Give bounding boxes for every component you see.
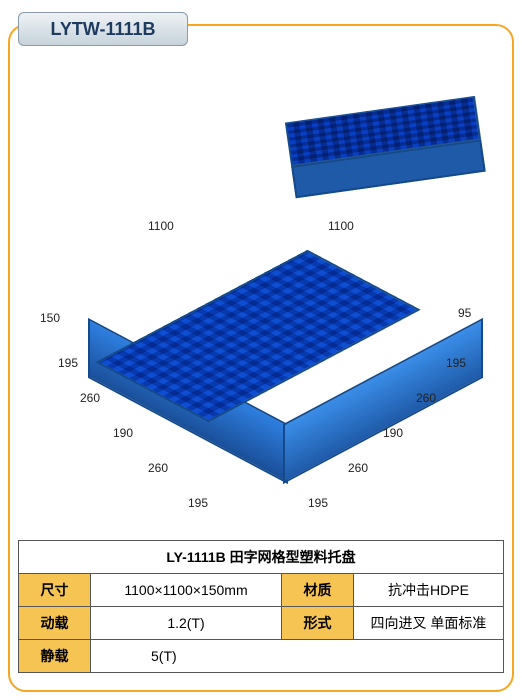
size-value: 1100×1100×150mm [91,574,282,607]
size-label: 尺寸 [19,574,91,607]
dim-seg-l4: 195 [188,496,208,510]
dim-height-inner: 95 [458,306,471,320]
spec-row-3: 静载 5(T) [19,640,504,673]
dim-height-total: 150 [40,311,60,325]
dim-seg-l1: 260 [80,391,100,405]
form-value: 四向进叉 单面标准 [354,607,504,640]
dim-seg-l2: 190 [113,426,133,440]
spec-row-1: 尺寸 1100×1100×150mm 材质 抗冲击HDPE [19,574,504,607]
static-value: 5(T) [91,640,504,673]
dynamic-value: 1.2(T) [91,607,282,640]
model-code-tab: LYTW-1111B [18,12,188,46]
dynamic-label: 动载 [19,607,91,640]
spec-table: LY-1111B 田字网格型塑料托盘 尺寸 1100×1100×150mm 材质… [18,540,504,673]
dim-seg-r3: 260 [416,391,436,405]
pallet-small-view [280,64,485,199]
spec-row-2: 动载 1.2(T) 形式 四向进叉 单面标准 [19,607,504,640]
material-value: 抗冲击HDPE [354,574,504,607]
material-label: 材质 [282,574,354,607]
spec-title-row: LY-1111B 田字网格型塑料托盘 [19,541,504,574]
dim-seg-r4: 195 [446,356,466,370]
dim-seg-l3: 260 [148,461,168,475]
dim-seg-r1: 260 [348,461,368,475]
dim-seg-r0: 195 [308,496,328,510]
model-code-text: LYTW-1111B [50,19,155,40]
product-image-area: 1100 1100 150 95 195 260 190 260 195 195… [18,56,504,526]
dim-seg-r2: 190 [383,426,403,440]
pallet-main-view [58,216,458,496]
dim-top-2: 1100 [328,219,354,233]
dim-seg-l0: 195 [58,356,78,370]
product-title: LY-1111B 田字网格型塑料托盘 [19,541,504,574]
dim-top-1: 1100 [148,219,174,233]
form-label: 形式 [282,607,354,640]
static-label: 静载 [19,640,91,673]
